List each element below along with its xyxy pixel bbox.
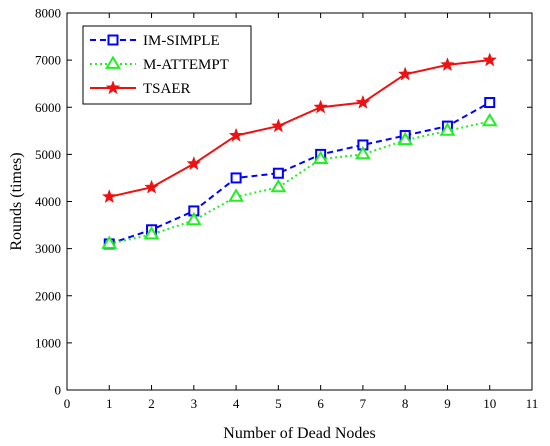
series-m-attempt xyxy=(101,112,498,249)
x-tick-label: 1 xyxy=(106,396,113,411)
y-tick-label: 8000 xyxy=(35,6,61,21)
y-axis-title: Rounds (times) xyxy=(8,152,25,250)
data-point xyxy=(439,122,456,136)
y-tick-label: 1000 xyxy=(35,335,61,350)
y-tick-label: 4000 xyxy=(35,194,61,209)
legend-marker xyxy=(107,34,119,46)
x-tick-label: 6 xyxy=(317,396,324,411)
data-point xyxy=(101,235,118,249)
x-tick-label: 2 xyxy=(148,396,155,411)
x-tick-label: 4 xyxy=(233,396,240,411)
data-point xyxy=(312,150,329,164)
data-point xyxy=(228,127,244,142)
legend-marker xyxy=(105,55,121,69)
legend-label: TSAER xyxy=(143,81,191,97)
data-point xyxy=(440,57,455,72)
x-tick-label: 8 xyxy=(402,396,409,411)
series-tsaer xyxy=(101,52,498,204)
x-tick-label: 7 xyxy=(360,396,367,411)
y-tick-label: 7000 xyxy=(35,53,61,68)
y-tick-label: 0 xyxy=(55,383,62,398)
series-layer xyxy=(101,52,498,250)
data-point xyxy=(482,52,498,67)
data-point xyxy=(144,179,159,194)
data-point xyxy=(228,188,245,202)
data-point xyxy=(186,156,202,171)
legend-label: IM-SIMPLE xyxy=(143,33,220,49)
y-tick-label: 2000 xyxy=(35,288,61,303)
y-tick-label: 3000 xyxy=(35,241,61,256)
data-point xyxy=(484,97,496,109)
y-tick-label: 6000 xyxy=(35,100,61,115)
x-axis-title: Number of Dead Nodes xyxy=(223,425,375,442)
data-point xyxy=(271,118,286,133)
data-point xyxy=(313,99,328,114)
x-tick-label: 11 xyxy=(526,396,539,411)
data-point xyxy=(230,172,242,184)
data-point xyxy=(355,94,371,109)
x-tick-label: 9 xyxy=(444,396,451,411)
data-point xyxy=(101,189,117,204)
y-tick-label: 5000 xyxy=(35,147,61,162)
series-line xyxy=(108,101,491,245)
x-tick-label: 3 xyxy=(191,396,198,411)
data-point xyxy=(397,66,413,81)
plot-frame xyxy=(66,12,533,391)
data-point xyxy=(354,145,371,160)
legend-label: M-ATTEMPT xyxy=(143,57,229,73)
data-point xyxy=(397,131,414,146)
data-point xyxy=(270,178,287,193)
data-point xyxy=(481,112,498,127)
legend: IM-SIMPLE M-ATTEMPT TSAER xyxy=(82,25,252,105)
series-line xyxy=(109,120,490,245)
series-line xyxy=(109,59,490,198)
y-axis-ticks: 0 1000 2000 3000 4000 5000 6000 7000 8000 xyxy=(35,6,532,398)
legend-marker xyxy=(105,80,121,95)
x-tick-label: 10 xyxy=(483,396,496,411)
data-point xyxy=(143,226,160,240)
x-tick-label: 5 xyxy=(275,396,282,411)
x-tick-label: 0 xyxy=(64,396,71,411)
data-point xyxy=(272,167,284,179)
data-point xyxy=(185,211,202,226)
